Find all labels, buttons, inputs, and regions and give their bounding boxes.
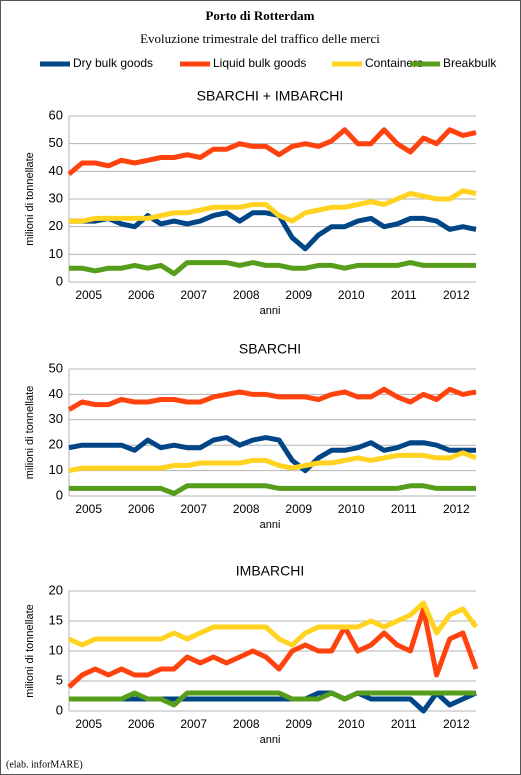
legend-label: Dry bulk goods [73,56,153,70]
x-tick-label: 2008 [233,288,260,302]
x-tick-label: 2009 [285,717,312,731]
y-tick-label: 10 [49,246,63,261]
y-tick-label: 40 [49,386,63,401]
chart-title: SBARCHI [239,341,301,357]
x-tick-label: 2006 [128,502,155,516]
x-axis-label: anni [260,734,281,746]
series-line [68,450,477,474]
y-tick-label: 20 [49,218,63,233]
y-axis-label: milioni di tonnellate [24,386,36,480]
page-title: Porto di Rotterdam [205,8,314,23]
x-tick-label: 2009 [285,288,312,302]
footer: (elab. inforMARE) [6,759,83,770]
series-line [69,483,476,496]
y-tick-label: 0 [56,702,63,717]
x-tick-label: 2007 [180,502,207,516]
y-tick-label: 50 [49,360,63,375]
x-tick-label: 2007 [180,288,207,302]
legend-label: Breakbulk [443,56,497,70]
x-tick-label: 2009 [285,502,312,516]
y-tick-label: 15 [49,612,63,627]
y-tick-label: 30 [49,411,63,426]
y-axis-label: milioni di tonnellate [24,152,36,246]
y-tick-label: 60 [49,107,63,122]
series-line [67,386,477,412]
x-tick-label: 2008 [233,502,260,516]
x-tick-label: 2011 [391,717,417,731]
series-line [69,188,477,224]
series-line [67,127,477,177]
x-tick-label: 2012 [443,502,470,516]
y-tick-label: 30 [49,190,63,205]
x-tick-label: 2005 [75,717,102,731]
x-tick-label: 2005 [75,502,102,516]
x-tick-label: 2005 [75,288,102,302]
x-tick-label: 2010 [338,288,365,302]
y-tick-label: 20 [49,437,63,452]
series-line [69,210,477,252]
y-tick-label: 10 [49,642,63,657]
x-axis-label: anni [260,305,281,317]
y-tick-label: 40 [49,163,63,178]
x-tick-label: 2011 [391,288,417,302]
x-tick-label: 2011 [391,502,417,516]
series-line [69,260,476,277]
x-tick-label: 2012 [443,717,470,731]
y-tick-label: 10 [49,462,63,477]
y-tick-label: 0 [56,273,63,288]
chart-title: SBARCHI + IMBARCHI [197,88,344,104]
x-tick-label: 2008 [233,717,260,731]
x-tick-label: 2006 [128,717,155,731]
series-line [69,690,476,708]
series-line [69,690,478,714]
x-tick-label: 2007 [180,717,207,731]
x-tick-label: 2010 [338,717,365,731]
chart-title: IMBARCHI [236,563,304,579]
series-line [67,606,479,689]
y-tick-label: 0 [56,487,63,502]
x-tick-label: 2010 [338,502,365,516]
y-tick-label: 20 [49,582,63,597]
series-line [67,600,479,648]
y-axis-label: milioni di tonnellate [24,604,36,698]
legend-label: Liquid bulk goods [213,56,306,70]
x-tick-label: 2006 [128,288,155,302]
y-tick-label: 5 [56,672,63,687]
x-axis-label: anni [260,519,281,531]
series-line [68,435,476,474]
legend-label: Containers [365,56,423,70]
y-tick-label: 50 [49,135,63,150]
x-tick-label: 2012 [443,288,470,302]
page-subtitle: Evoluzione trimestrale del traffico dell… [140,31,380,46]
